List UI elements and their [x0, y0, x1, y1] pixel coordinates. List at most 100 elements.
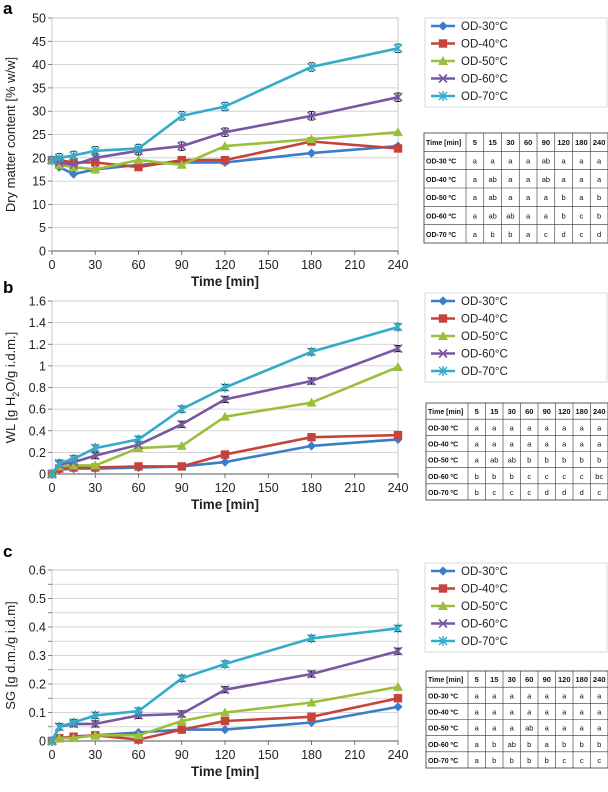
table-cell: c	[562, 756, 566, 765]
table-cell: OD-60 ºC	[426, 214, 456, 221]
data-point	[220, 411, 230, 421]
data-point	[177, 725, 186, 734]
legend-label: OD-60°C	[461, 619, 508, 631]
table-cell: a	[526, 175, 531, 184]
data-point	[306, 134, 317, 144]
table-header-cell: 15	[488, 138, 496, 147]
table-cell: a	[508, 157, 513, 166]
data-point	[393, 430, 403, 440]
x-tick-label: 60	[132, 481, 146, 495]
legend-label: OD-30°C	[461, 566, 508, 578]
panel-c: c 0 0.1 0.2 0.3 0.4 0.5 0.6 0 30 60 90 120 150 180 210 2…	[3, 542, 608, 779]
y-tick-label: 30	[32, 105, 46, 119]
table-cell: a	[526, 230, 531, 239]
legend-box	[424, 292, 608, 383]
table-cell: a	[492, 439, 497, 448]
table-cell: ab	[542, 175, 550, 184]
table-cell: OD-50 ºC	[426, 195, 456, 202]
table-cell: a	[579, 157, 584, 166]
table-cell: a	[473, 230, 478, 239]
data-point	[134, 735, 143, 744]
table-cell: b	[597, 193, 601, 202]
x-tick-label: 180	[301, 481, 322, 495]
table-header-cell: 90	[542, 138, 550, 147]
y-tick-label: 0.3	[29, 649, 46, 663]
legend-marker	[438, 314, 448, 323]
table-cell: d	[562, 230, 566, 239]
table-cell: b	[562, 212, 566, 221]
x-tick-label: 60	[132, 748, 146, 762]
legend-marker	[438, 56, 448, 65]
table-cell: a	[597, 423, 602, 432]
data-point	[69, 169, 79, 179]
table-cell: a	[562, 707, 567, 716]
table-cell: b	[475, 472, 479, 481]
table-header-cell: 90	[543, 407, 551, 416]
data-point	[306, 61, 317, 72]
legend-label: OD-70°C	[461, 91, 508, 103]
table-cell: a	[510, 707, 515, 716]
data-point	[90, 719, 100, 729]
table-cell: a	[475, 724, 480, 733]
legend-marker	[438, 366, 448, 376]
table-cell: a	[508, 175, 513, 184]
x-tick-label: 60	[132, 258, 146, 272]
table-cell: ab	[488, 193, 496, 202]
table-cell: OD-50 ºC	[428, 458, 458, 465]
table-cell: a	[526, 212, 531, 221]
y-tick-label: 5	[39, 221, 46, 235]
y-tick-label: 1	[39, 359, 46, 373]
y-tick-label: 0.4	[29, 424, 46, 438]
x-tick-label: 30	[88, 481, 102, 495]
data-point	[220, 155, 230, 165]
table-cell: OD-40 ºC	[428, 709, 458, 716]
table-header-cell: 240	[593, 407, 606, 416]
table-cell: a	[579, 193, 584, 202]
data-point	[177, 110, 187, 121]
y-tick-label: 0.6	[29, 403, 46, 417]
table-cell: b	[545, 756, 549, 765]
data-point	[393, 144, 403, 153]
data-point	[393, 127, 403, 137]
table-cell: a	[545, 724, 550, 733]
data-point	[220, 450, 230, 459]
y-tick-label: 45	[32, 35, 46, 49]
data-point	[306, 441, 317, 451]
data-point	[176, 159, 187, 169]
data-point	[307, 433, 316, 442]
y-tick-label: 50	[32, 12, 46, 26]
legend-marker	[438, 584, 448, 593]
data-point	[393, 646, 403, 656]
legend-label: OD-30°C	[461, 296, 508, 308]
legend-marker	[438, 601, 448, 610]
table-cell: a	[510, 423, 515, 432]
table-cell: ab	[488, 175, 496, 184]
table-header-cell: 60	[525, 407, 533, 416]
table-cell: OD-70 ºC	[428, 758, 458, 765]
data-point	[133, 706, 144, 717]
table-cell: a	[473, 157, 478, 166]
table-cell: a	[527, 691, 532, 700]
table-header-cell: 240	[593, 675, 606, 684]
data-point	[54, 458, 64, 469]
data-point	[177, 404, 187, 415]
table-cell: c	[580, 472, 584, 481]
table-cell: a	[544, 193, 549, 202]
x-tick-label: 180	[301, 258, 322, 272]
legend-label: OD-50°C	[461, 601, 508, 613]
y-axis-title-subscript: 2	[11, 392, 21, 397]
data-point	[220, 394, 230, 404]
data-point	[90, 451, 100, 461]
table-cell: b	[508, 230, 512, 239]
panel-label: a	[3, 0, 13, 18]
data-point	[306, 346, 317, 357]
data-point	[47, 736, 57, 746]
table-cell: ab	[490, 456, 498, 465]
table-cell: a	[527, 707, 532, 716]
table-cell: b	[527, 740, 531, 749]
data-point	[393, 681, 403, 691]
table-cell: a	[508, 193, 513, 202]
data-point	[177, 709, 187, 719]
table-cell: ab	[506, 212, 514, 221]
table-cell: a	[473, 212, 478, 221]
